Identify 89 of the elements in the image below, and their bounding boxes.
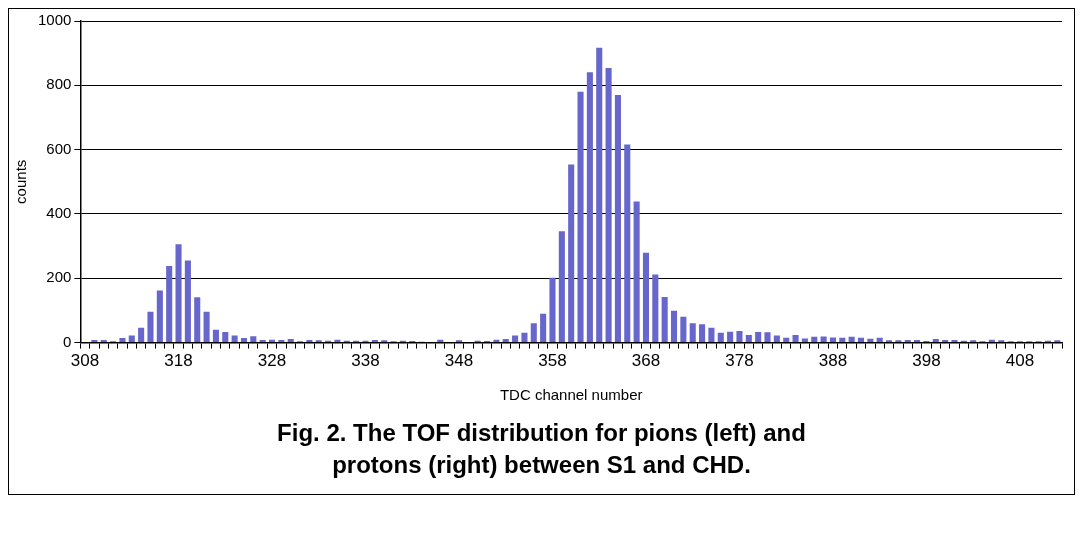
bar <box>614 94 621 343</box>
bar <box>670 310 678 343</box>
bar <box>502 339 509 343</box>
y-tick-label: 1000 <box>37 11 72 29</box>
y-axis-title: counts <box>12 159 30 204</box>
bar <box>119 338 126 343</box>
bar <box>633 201 640 343</box>
x-tick-label: 368 <box>631 351 661 371</box>
bar <box>829 337 836 343</box>
bar <box>605 67 612 343</box>
bar <box>231 335 238 343</box>
x-tick-label: 358 <box>538 351 567 371</box>
x-axis-title: TDC channel number <box>499 386 643 404</box>
x-tick-label: 348 <box>444 351 474 371</box>
bar <box>100 340 107 343</box>
bar <box>867 338 874 343</box>
bar <box>568 164 575 343</box>
bar <box>661 296 668 343</box>
bar <box>287 339 294 343</box>
bar <box>278 340 285 343</box>
bar <box>549 277 556 343</box>
x-tick-label: 338 <box>351 351 380 371</box>
bar <box>128 335 135 343</box>
bar <box>222 331 229 343</box>
bar <box>91 340 98 343</box>
bar <box>540 313 547 343</box>
bar <box>914 340 921 343</box>
bar <box>773 335 780 343</box>
y-tick-label: 200 <box>46 268 72 286</box>
bar <box>904 340 911 343</box>
x-tick-label: 308 <box>70 351 100 371</box>
bar <box>371 340 378 343</box>
bar <box>792 334 799 343</box>
x-tick-label: 388 <box>818 351 848 371</box>
bar <box>783 337 790 343</box>
bar <box>259 340 266 343</box>
bar <box>708 327 715 343</box>
y-tick-label: 800 <box>46 75 72 93</box>
bar <box>680 316 687 343</box>
bar <box>652 274 659 343</box>
bar <box>764 332 771 343</box>
bar <box>212 329 219 343</box>
bar <box>558 231 565 343</box>
bar <box>624 144 631 343</box>
bar <box>530 323 537 343</box>
bar <box>876 337 883 343</box>
x-tick-label: 318 <box>164 351 193 371</box>
bar <box>745 334 752 343</box>
bar <box>839 337 846 343</box>
bar <box>951 340 958 343</box>
x-tick-label: 398 <box>912 351 941 371</box>
bar <box>820 336 827 343</box>
bar <box>596 47 603 343</box>
bar <box>736 331 743 343</box>
bar <box>334 339 341 343</box>
x-tick-label: 408 <box>1005 351 1035 371</box>
bar <box>203 311 210 343</box>
bar <box>175 244 182 343</box>
y-tick-label: 0 <box>63 332 72 350</box>
bar <box>156 290 163 343</box>
bar <box>306 340 313 343</box>
bar <box>512 335 519 343</box>
y-tick-label: 400 <box>46 204 72 222</box>
bar <box>932 339 939 343</box>
bar <box>848 336 855 343</box>
bar <box>942 340 949 343</box>
bar <box>138 327 145 343</box>
bar <box>521 332 528 343</box>
caption: Fig. 2. The TOF distribution for pions (left) and protons (right) between S1 and CHD. <box>276 418 807 481</box>
bar <box>166 266 173 343</box>
bar <box>577 91 584 343</box>
bar <box>727 331 734 343</box>
bar <box>699 324 706 343</box>
bar <box>194 297 201 343</box>
x-tick-label: 328 <box>257 351 287 371</box>
bar <box>689 323 696 343</box>
bar <box>755 331 762 343</box>
bar <box>147 311 154 343</box>
x-tick-label: 378 <box>725 351 754 371</box>
bar <box>857 337 865 343</box>
bar <box>811 336 818 343</box>
bar <box>642 252 650 343</box>
bar <box>586 72 593 343</box>
bar <box>250 336 257 343</box>
bar <box>240 338 248 343</box>
bar <box>717 332 724 343</box>
bar <box>801 338 808 343</box>
y-tick-label: 600 <box>46 139 72 157</box>
bar <box>184 260 191 343</box>
